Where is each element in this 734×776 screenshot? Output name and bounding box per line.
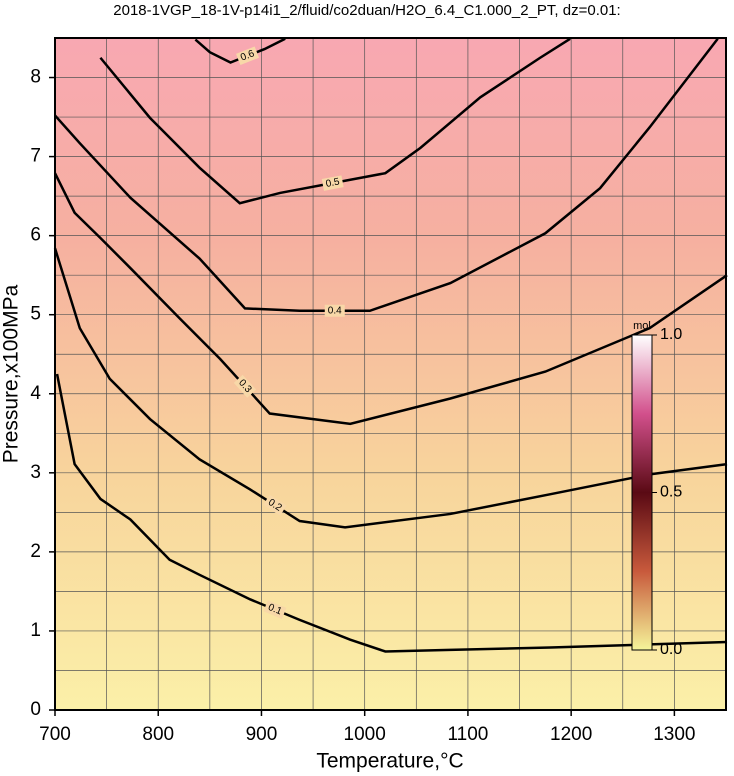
y-tick-label: 3 <box>30 462 41 483</box>
contour-label-bg <box>263 600 287 619</box>
plot-frame <box>54 37 727 711</box>
contour-label-bg <box>321 175 344 191</box>
colorbar-tick-label: 1.0 <box>660 326 682 343</box>
y-tick-label: 8 <box>30 67 41 88</box>
chart-title: 2018-1VGP_18-1V-p14i1_2/fluid/co2duan/H2… <box>113 2 620 19</box>
x-tick-label: 1000 <box>344 724 386 745</box>
y-tick-label: 4 <box>30 383 41 404</box>
contour-label: 0.6 <box>239 48 256 63</box>
x-tick-label: 700 <box>39 724 71 745</box>
x-tick-label: 1200 <box>550 724 592 745</box>
x-tick-label: 1100 <box>447 724 488 745</box>
contour-label-bg <box>324 304 345 317</box>
x-tick-label: 800 <box>142 724 174 745</box>
plot-background <box>55 38 726 710</box>
x-axis-title: Temperature,°C <box>316 750 463 773</box>
x-tick-label: 1300 <box>653 724 695 745</box>
contour-line <box>194 37 286 64</box>
contour-label: 0.5 <box>325 176 341 189</box>
contour-label: 0.4 <box>328 305 342 316</box>
colorbar <box>631 334 653 651</box>
y-tick-label: 7 <box>30 146 41 167</box>
y-tick-label: 1 <box>30 620 41 641</box>
x-tick-label: 900 <box>246 724 278 745</box>
contour-label-bg <box>236 46 260 66</box>
y-axis-title: Pressure,x100MPa <box>0 284 23 463</box>
colorbar-title: mol <box>633 320 651 332</box>
y-tick-label: 0 <box>30 699 41 720</box>
contour-label: 0.1 <box>266 602 283 618</box>
contour-label-bg <box>263 494 287 516</box>
colorbar-tick-label: 0.5 <box>660 484 682 501</box>
y-tick-label: 5 <box>30 304 41 325</box>
colorbar-tick-label: 0.0 <box>660 641 682 658</box>
y-tick-label: 2 <box>30 541 41 562</box>
contour-label-bg <box>233 374 257 398</box>
y-tick-label: 6 <box>30 225 41 246</box>
